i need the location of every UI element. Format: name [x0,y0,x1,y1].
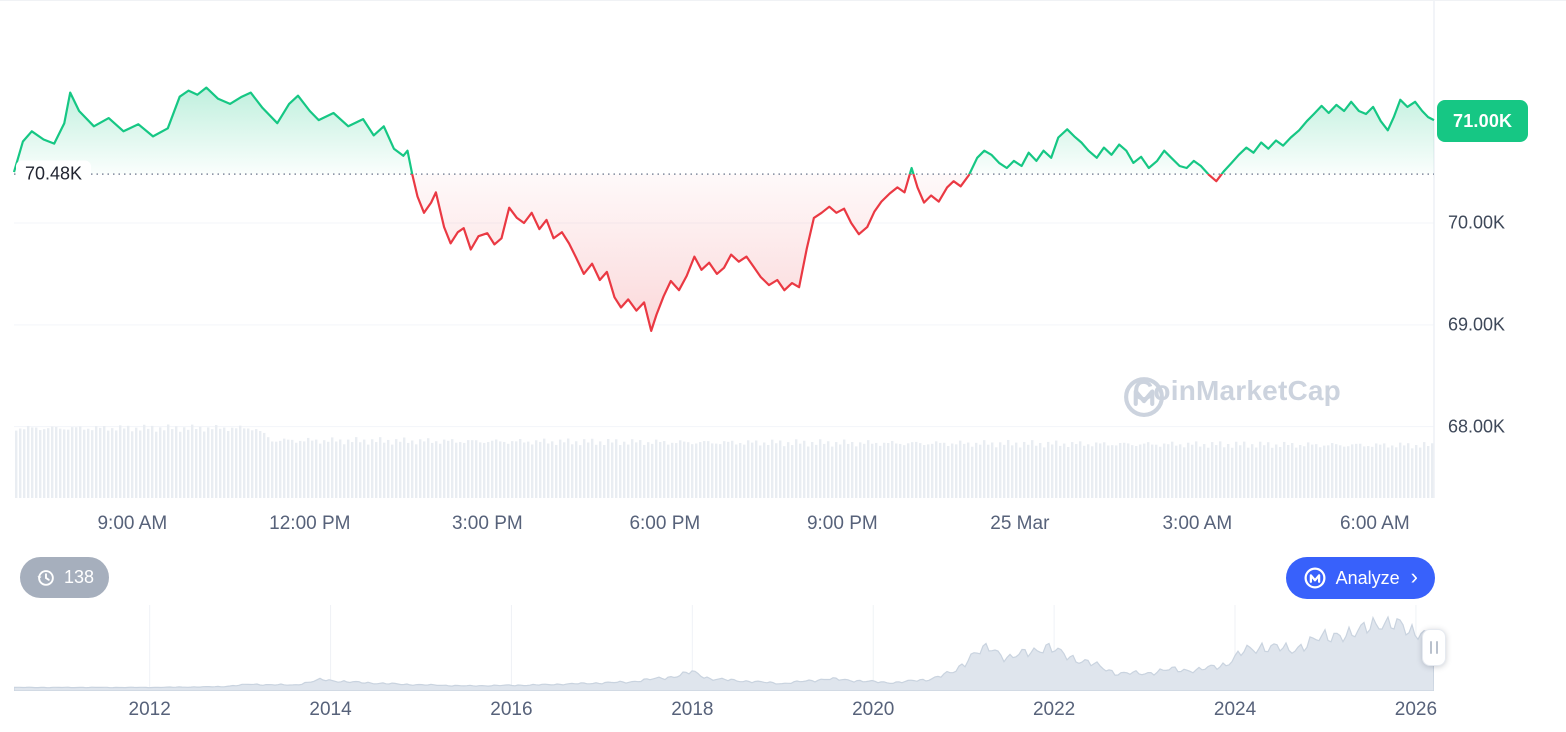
y-axis-label: 68.00K [1448,416,1506,437]
year-label: 2022 [1032,699,1076,720]
price-chart[interactable]: 70.48K 71.00K CoinMarketCap [0,1,1566,501]
year-label: 2026 [1394,699,1438,720]
y-axis-label: 69.00K [1448,314,1506,335]
x-axis-label: 9:00 AM [97,513,168,534]
current-price-badge: 71.00K [1437,100,1529,143]
x-axis-label: 3:00 PM [451,513,523,534]
year-label: 2016 [490,699,533,720]
baseline-price-label: 70.48K [16,160,92,188]
analyze-logo-icon [1303,566,1327,590]
year-label: 2020 [852,699,895,720]
year-label: 2018 [671,699,714,720]
watermark-text: CoinMarketCap [1133,375,1341,406]
chevron-right-icon: › [1410,564,1418,589]
handle-grip-bar [1436,641,1438,654]
analyze-label: Analyze [1335,567,1400,588]
year-label: 2012 [128,699,171,720]
history-brush-canvas[interactable] [13,605,1435,692]
year-label: 2024 [1213,699,1257,720]
price-chart-canvas[interactable] [0,1,1566,501]
x-axis-label: 3:00 AM [1162,513,1233,534]
history-clock-icon [35,567,56,588]
coinmarketcap-watermark: CoinMarketCap [1122,375,1341,417]
history-count-badge[interactable]: 138 [20,557,110,598]
x-axis-label: 25 Mar [990,513,1050,534]
x-axis-label: 6:00 AM [1339,513,1410,534]
history-count-label: 138 [64,567,95,587]
history-brush-chart[interactable] [13,605,1435,692]
brush-right-handle[interactable] [1422,629,1446,666]
x-axis-label: 12:00 PM [269,513,351,534]
y-axis-label: 70.00K [1448,212,1506,233]
handle-grip-bar [1430,641,1432,654]
x-axis-label: 9:00 PM [806,513,878,534]
analyze-button[interactable]: Analyze › [1285,557,1435,599]
x-axis-label: 6:00 PM [629,513,701,534]
year-label: 2014 [309,699,352,720]
